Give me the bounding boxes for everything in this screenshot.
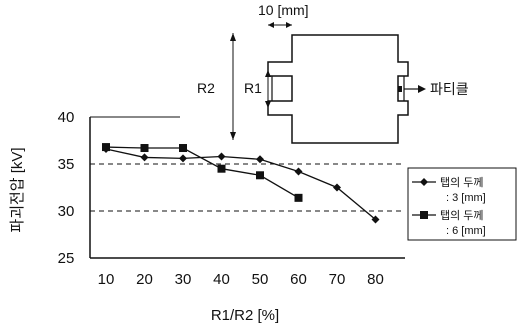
legend-label-1-line2: : 3 [mm] <box>446 192 486 204</box>
series-1 <box>102 144 380 224</box>
data-point-diamond <box>140 153 149 162</box>
data-point-diamond <box>294 167 303 176</box>
series-line-2 <box>105 146 299 199</box>
series-line-1 <box>105 148 376 220</box>
y-tick-label: 25 <box>58 250 75 267</box>
x-tick-label: 70 <box>329 271 346 288</box>
legend-marker-square <box>420 211 428 219</box>
x-axis-title: R1/R2 [%] <box>211 307 279 324</box>
reference-lines <box>90 163 405 212</box>
legend-label-2-line2: : 6 [mm] <box>446 225 486 237</box>
series-layer <box>102 143 380 224</box>
legend-label-1-line1: 탭의 두께 <box>440 176 484 189</box>
legend: 탭의 두께 : 3 [mm] 탭의 두께 : 6 [mm] <box>407 167 517 241</box>
width-arrow-right <box>286 22 292 28</box>
data-point-diamond <box>217 152 226 161</box>
y-tick-label: 30 <box>58 203 75 220</box>
y-tick-label: 40 <box>58 109 75 126</box>
series-2 <box>102 143 303 202</box>
width-label: 10 [mm] <box>258 2 309 18</box>
data-point-square <box>217 164 226 173</box>
x-tick-label: 40 <box>213 271 230 288</box>
electrode-diagram: 10 [mm] R2 R1 파티클 <box>197 2 469 144</box>
data-point-diamond <box>371 215 380 224</box>
data-point-square <box>256 171 264 180</box>
data-point-square <box>179 144 187 153</box>
data-point-diamond <box>256 155 264 164</box>
data-point-square <box>102 143 110 152</box>
x-tick-label: 10 <box>98 271 115 288</box>
y-axis-title: 파괴전압 [kV] <box>9 147 26 232</box>
x-tick-label: 50 <box>252 271 269 288</box>
y-tick-label: 35 <box>58 156 75 173</box>
x-tick-labels: 10 20 30 40 50 60 70 80 <box>98 271 384 288</box>
x-tick-label: 60 <box>290 271 307 288</box>
r2-arrow-top <box>230 33 236 41</box>
r1-arrow-top <box>265 70 271 77</box>
legend-marker-diamond <box>420 178 428 186</box>
x-tick-label: 30 <box>175 271 192 288</box>
x-tick-label: 20 <box>136 271 153 288</box>
data-point-square <box>140 144 149 153</box>
tip-arrow-head <box>418 85 426 93</box>
data-point-diamond <box>333 183 341 192</box>
data-point-square <box>294 193 303 202</box>
legend-label-2-line1: 탭의 두께 <box>440 209 484 222</box>
r1-label: R1 <box>244 80 262 96</box>
width-arrow-left <box>268 22 274 28</box>
r2-label: R2 <box>197 80 215 96</box>
y-tick-labels: 25 30 35 40 <box>58 109 75 267</box>
r2-arrow-bottom <box>230 132 236 140</box>
r1-arrow-bottom <box>265 101 271 108</box>
particle-tip <box>398 86 402 92</box>
data-point-diamond <box>179 154 187 163</box>
tip-label: 파티클 <box>430 81 469 97</box>
electrode-outline <box>267 34 409 144</box>
x-tick-label: 80 <box>367 271 384 288</box>
